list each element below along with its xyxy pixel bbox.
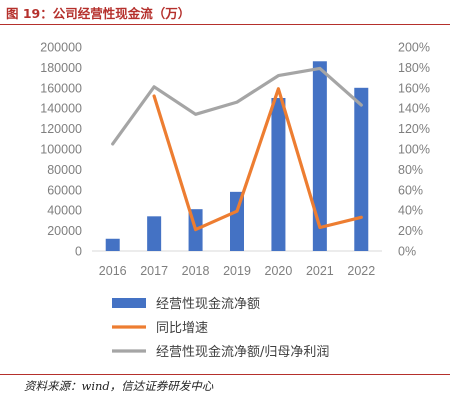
x-axis-tick-label: 2017 — [140, 264, 168, 278]
left-axis-tick-label: 100000 — [40, 143, 82, 157]
line-point-2-2019 — [236, 101, 238, 103]
x-axis-tick-label: 2018 — [182, 264, 210, 278]
line-point-1-2021 — [319, 226, 321, 229]
bar-2021 — [312, 61, 327, 251]
figure-title: 图 19：公司经营性现金流（万） — [6, 6, 191, 21]
right-axis-tick-label: 140% — [398, 102, 430, 116]
chart: 0 20000 40000 60000 80000 100000 120000 140000 1… — [40, 41, 430, 361]
legend-label: 经营性现金流净额/归母净利润 — [156, 344, 329, 360]
line-point-2-2022 — [360, 104, 363, 106]
x-axis-tick-label: 2020 — [265, 264, 293, 278]
line-point-2-2020 — [277, 74, 280, 77]
header-rule — [0, 24, 450, 25]
left-axis-tick-label: 40000 — [47, 204, 82, 218]
bar-2020 — [271, 98, 286, 251]
source-note: 资料来源：wind，信达证券研发中心 — [24, 379, 214, 393]
line-point-1-2020 — [277, 88, 280, 90]
right-axis-tick-label: 160% — [398, 81, 430, 95]
right-axis-tick-label: 120% — [398, 122, 430, 136]
right-axis-tick-label: 80% — [398, 163, 423, 177]
right-axis-tick-label: 200% — [398, 41, 430, 55]
bar-series — [105, 61, 369, 251]
left-axis-tick-label: 20000 — [47, 224, 82, 238]
right-axis-tick-label: 40% — [398, 204, 423, 218]
left-axis-tick-label: 60000 — [47, 183, 82, 197]
line-point-2-2021 — [319, 67, 321, 70]
line-point-1-2018 — [194, 228, 197, 231]
left-axis-tick-label: 200000 — [40, 41, 82, 55]
line-series-1 — [152, 87, 363, 232]
line-point-2-2017 — [153, 85, 155, 88]
x-axis-tick-label: 2021 — [306, 264, 334, 278]
x-axis-ticks: 2016 2017 2018 2019 2020 2021 2022 — [99, 264, 375, 278]
right-axis-tick-label: 180% — [398, 61, 430, 75]
bar-2016 — [105, 238, 120, 251]
bar-2017 — [147, 216, 162, 251]
right-axis: 0% 20% 40% 60% 80% 100% 120% 140% 160% 180% 200% — [398, 41, 430, 259]
x-axis-tick-label: 2016 — [99, 264, 127, 278]
bar-2022 — [354, 87, 369, 251]
legend-label: 同比增速 — [156, 321, 208, 336]
legend-label: 经营性现金流净额 — [156, 296, 260, 312]
left-axis-tick-label: 160000 — [40, 81, 82, 95]
right-axis-tick-label: 60% — [398, 183, 423, 197]
left-axis-tick-label: 180000 — [40, 61, 82, 75]
left-axis: 0 20000 40000 60000 80000 100000 120000 140000 1… — [40, 41, 82, 259]
right-axis-tick-label: 20% — [398, 224, 423, 238]
line-point-2-2018 — [194, 113, 197, 116]
right-axis-tick-label: 100% — [398, 143, 430, 157]
line-series — [111, 66, 363, 232]
x-axis-tick-label: 2019 — [223, 264, 251, 278]
bar-2019 — [230, 191, 244, 251]
footer-rule — [0, 374, 450, 375]
left-axis-tick-label: 140000 — [40, 102, 82, 116]
line-point-2-2016 — [111, 143, 114, 145]
legend-swatch-bar — [112, 298, 146, 308]
line-point-1-2022 — [360, 216, 363, 219]
right-axis-tick-label: 0% — [398, 245, 416, 259]
left-axis-tick-label: 0 — [75, 245, 82, 259]
line-point-1-2019 — [236, 210, 238, 213]
left-axis-tick-label: 120000 — [40, 122, 82, 136]
x-axis-tick-label: 2022 — [347, 264, 375, 278]
left-axis-tick-label: 80000 — [47, 163, 82, 177]
line-point-1-2017 — [153, 95, 155, 97]
